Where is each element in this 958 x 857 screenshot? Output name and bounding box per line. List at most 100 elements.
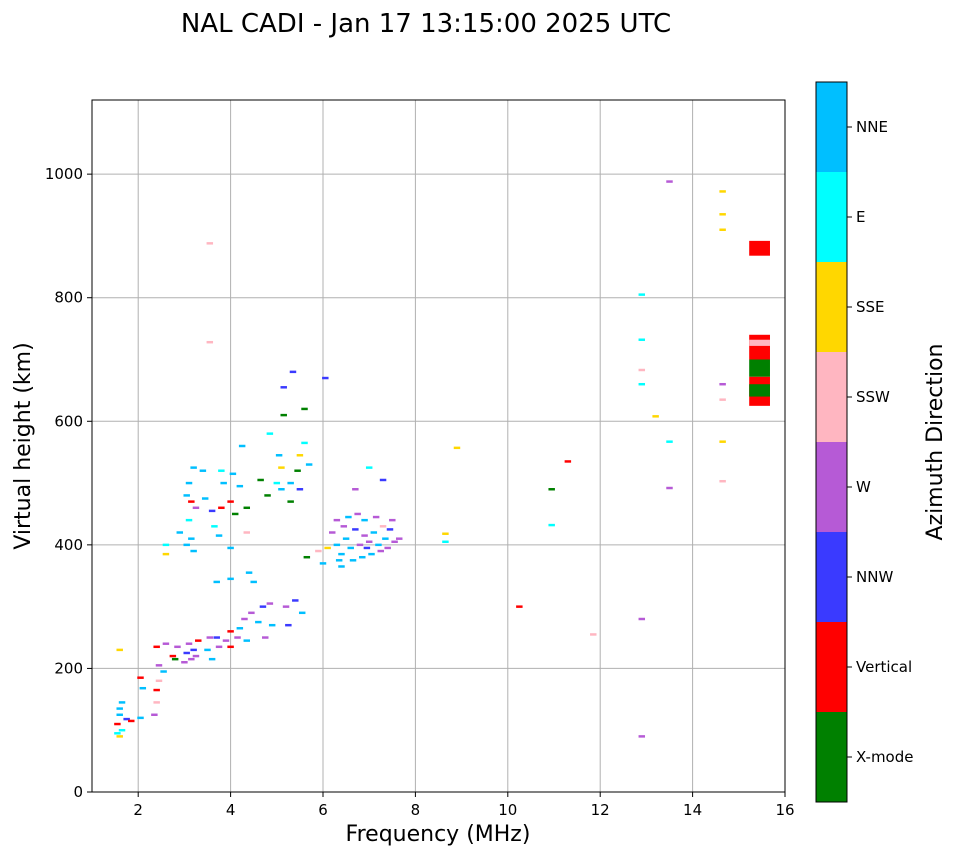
echo-point [174,645,181,649]
echo-point [453,446,461,450]
echo-point [719,398,726,401]
echo-point [384,546,391,550]
echo-point [213,636,220,639]
echo-block [749,384,770,397]
x-tick-label: 12 [591,801,610,819]
echo-point [273,481,281,485]
echo-point [118,728,126,732]
echo-point [259,605,267,608]
echo-point [208,509,216,513]
echo-point [139,686,147,690]
echo-point [335,559,343,562]
echo-point [236,484,244,488]
echo-point [389,518,396,522]
echo-block [749,339,770,346]
echo-point [442,540,449,544]
echo-point [287,500,294,503]
echo-point [280,413,287,417]
echo-point [151,713,158,717]
colorbar: X-mode Vertical NNW W SSW SSE E NNE [815,81,913,803]
data-marks [114,180,770,738]
echo-block [749,240,770,256]
echo-point [114,732,121,735]
echo-point [319,562,327,565]
echo-point [638,368,646,372]
echo-point [116,735,123,738]
colorbar-segment [816,352,847,442]
echo-point [303,555,311,559]
echo-block [749,359,770,377]
echo-point [266,432,274,435]
x-tick-label: 8 [411,801,421,819]
echo-point [370,531,378,534]
echo-point [382,537,389,540]
colorbar-label: SSE [856,298,885,316]
echo-point [208,657,216,661]
echo-point [287,481,294,485]
plot-area [91,99,786,793]
echo-point [342,537,350,540]
echo-block [749,334,770,360]
colorbar-label: E [856,208,865,226]
x-tick-label: 10 [498,801,517,819]
echo-point [215,534,223,537]
echo-point [296,488,304,491]
echo-point [516,605,523,608]
echo-point [298,611,306,615]
echo-point [190,466,197,469]
echo-point [213,580,220,584]
y-tick-label: 800 [54,289,83,307]
echo-point [379,525,387,528]
grid [92,100,786,793]
echo-point [192,506,200,510]
echo-point [338,552,345,556]
echo-point [365,466,373,469]
echo-point [245,571,253,574]
echo-point [153,645,160,649]
echo-point [229,472,237,476]
echo-point [192,654,200,658]
echo-point [294,469,301,472]
echo-point [201,497,209,500]
y-axis: 0 200 400 600 800 1000 [45,165,92,801]
echo-point [301,407,308,411]
echo-point [116,713,123,717]
echo-point [266,602,274,605]
colorbar-segment [816,532,847,622]
x-tick-label: 2 [133,801,143,819]
echo-point [354,512,361,516]
echo-point [162,543,170,547]
colorbar-frame [815,81,848,803]
echo-point [238,444,246,448]
echo-point [264,494,271,497]
echo-point [185,642,193,645]
echo-point [289,370,297,374]
echo-point [349,559,357,562]
echo-point [128,719,135,723]
colorbar-segment [816,712,847,802]
y-tick-label: 200 [54,659,83,677]
echo-point [278,466,285,469]
echo-point [548,523,555,527]
echo-point [278,488,285,491]
x-axis: 2 4 6 8 10 12 14 16 [133,792,795,819]
echo-point [363,546,371,550]
echo-point [211,525,218,528]
echo-point [564,460,572,463]
echo-point [116,707,123,710]
echo-point [185,518,193,522]
echo-point [231,512,239,516]
echo-point [162,642,170,645]
echo-point [204,648,211,652]
echo-point [190,549,197,553]
echo-point [206,340,214,344]
echo-point [347,546,354,550]
echo-point [255,620,262,624]
echo-point [379,478,387,482]
colorbar-label: NNE [856,118,888,136]
colorbar-segment [816,262,847,352]
echo-point [652,415,659,418]
echo-point [227,630,234,633]
x-tick-label: 6 [318,801,328,819]
echo-point [719,440,726,443]
